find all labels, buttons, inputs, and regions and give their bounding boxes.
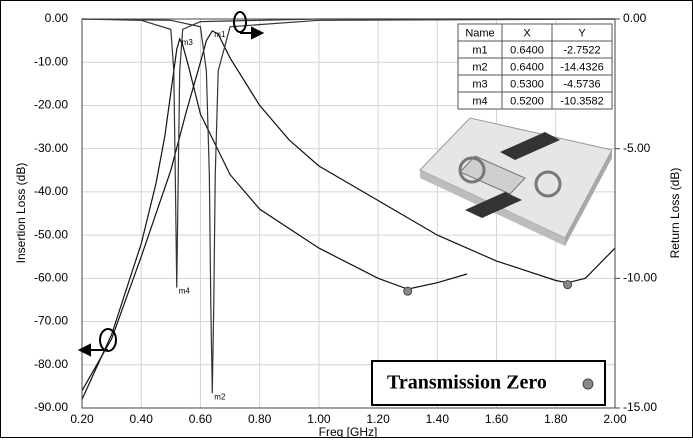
table-header: X <box>523 27 531 39</box>
x-tick-label: 1.40 <box>426 412 450 426</box>
x-tick-label: 1.00 <box>307 412 331 426</box>
table-value: m3 <box>472 78 487 90</box>
y-tick-label: -80.00 <box>34 357 68 371</box>
table-value: -10.3582 <box>560 95 603 107</box>
y2-tick-label: -5.00 <box>623 141 651 155</box>
table-header: Y <box>578 27 586 39</box>
table-value: 0.5300 <box>510 78 544 90</box>
x-tick-label: 1.80 <box>544 412 568 426</box>
table-value: 0.6400 <box>510 61 544 73</box>
y-tick-label: -90.00 <box>34 400 68 414</box>
marker-label: m3 <box>182 38 194 47</box>
x-tick-label: 0.80 <box>248 412 272 426</box>
y-tick-label: -50.00 <box>34 227 68 241</box>
x-tick-label: 0.20 <box>70 412 94 426</box>
x-tick-label: 1.20 <box>366 412 390 426</box>
x-tick-label: 2.00 <box>603 412 627 426</box>
table-value: m4 <box>472 95 487 107</box>
x-axis-label: Freq [GHz] <box>319 425 378 438</box>
table-value: 0.6400 <box>510 44 544 56</box>
y-tick-label: 0.00 <box>45 11 69 25</box>
y-tick-label: -70.00 <box>34 314 68 328</box>
table-value: 0.5200 <box>510 95 544 107</box>
marker-label: m2 <box>214 392 226 401</box>
y2-axis-label: Return Loss (dB) <box>668 168 682 259</box>
y-tick-label: -30.00 <box>34 141 68 155</box>
table-value: m1 <box>472 44 487 56</box>
marker-label: m1 <box>214 30 226 39</box>
x-tick-label: 0.40 <box>130 412 154 426</box>
table-value: -4.5736 <box>563 78 600 90</box>
y-tick-label: -40.00 <box>34 184 68 198</box>
y-tick-label: -20.00 <box>34 98 68 112</box>
table-header: Name <box>465 27 494 39</box>
y2-tick-label: 0.00 <box>623 11 647 25</box>
marker-table: Name X Ym1 0.6400 -2.7522 m2 0.6400 -14.4326 m3 0… <box>458 24 612 109</box>
legend-label: Transmission Zero <box>387 372 547 394</box>
marker-label: m4 <box>179 287 191 296</box>
legend: Transmission Zero <box>372 361 605 405</box>
y-tick-label: -60.00 <box>34 271 68 285</box>
y2-tick-label: -10.00 <box>623 271 657 285</box>
x-tick-label: 1.60 <box>485 412 509 426</box>
y2-tick-label: -15.00 <box>623 400 657 414</box>
y-tick-label: -10.00 <box>34 54 68 68</box>
legend-swatch <box>583 379 593 389</box>
table-value: m2 <box>472 61 487 73</box>
table-value: -2.7522 <box>563 44 600 56</box>
x-tick-label: 0.60 <box>189 412 213 426</box>
y-axis-label: Insertion Loss (dB) <box>14 163 28 264</box>
transmission-zero <box>564 281 572 289</box>
chart: Name X Ym1 0.6400 -2.7522 m2 0.6400 -14.4326 m3 0… <box>0 0 693 438</box>
table-value: -14.4326 <box>560 61 603 73</box>
transmission-zero <box>404 287 412 295</box>
